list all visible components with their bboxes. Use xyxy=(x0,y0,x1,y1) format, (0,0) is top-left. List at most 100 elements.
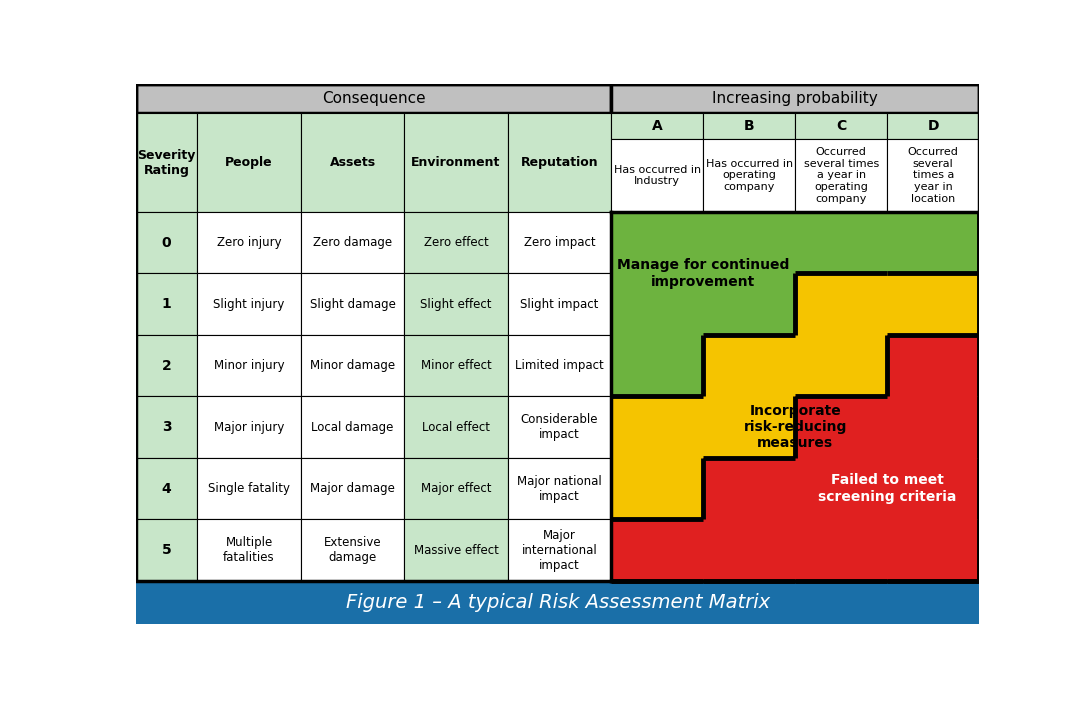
Text: Slight injury: Slight injury xyxy=(213,298,285,311)
Text: Increasing probability: Increasing probability xyxy=(713,91,878,107)
Bar xyxy=(405,114,508,212)
Text: C: C xyxy=(836,119,846,133)
Text: Slight effect: Slight effect xyxy=(420,298,492,311)
Bar xyxy=(136,580,979,624)
Bar xyxy=(795,139,887,212)
Text: Zero damage: Zero damage xyxy=(313,236,392,249)
Bar xyxy=(795,273,887,335)
Text: Major national
impact: Major national impact xyxy=(517,475,602,503)
Text: Zero injury: Zero injury xyxy=(217,236,282,249)
Bar xyxy=(887,212,979,273)
Text: Minor injury: Minor injury xyxy=(213,359,284,372)
Bar xyxy=(136,212,197,273)
Text: Environment: Environment xyxy=(411,156,500,169)
Text: Limited impact: Limited impact xyxy=(515,359,604,372)
Text: Severity
Rating: Severity Rating xyxy=(137,149,196,177)
Bar xyxy=(508,519,611,580)
Bar xyxy=(300,212,405,273)
Bar xyxy=(887,519,979,580)
Bar xyxy=(405,335,508,396)
Text: 2: 2 xyxy=(162,359,172,373)
Text: Slight damage: Slight damage xyxy=(310,298,395,311)
Text: Consequence: Consequence xyxy=(322,91,425,107)
Text: Manage for continued
improvement: Manage for continued improvement xyxy=(617,258,790,289)
Bar xyxy=(887,335,979,396)
Bar xyxy=(197,458,300,519)
Bar xyxy=(508,212,611,273)
Bar xyxy=(887,114,979,139)
Bar xyxy=(611,84,979,114)
Text: Massive effect: Massive effect xyxy=(413,543,498,557)
Bar xyxy=(405,273,508,335)
Text: Occurred
several times
a year in
operating
company: Occurred several times a year in operati… xyxy=(804,147,879,203)
Bar xyxy=(703,212,795,273)
Bar xyxy=(795,519,887,580)
Bar xyxy=(611,458,703,519)
Text: Occurred
several
times a
year in
location: Occurred several times a year in locatio… xyxy=(907,147,959,203)
Bar xyxy=(611,212,703,273)
Bar xyxy=(136,273,197,335)
Text: Major damage: Major damage xyxy=(310,482,395,495)
Bar xyxy=(300,519,405,580)
Bar xyxy=(703,396,795,458)
Bar xyxy=(795,396,887,458)
Text: Incorporate
risk-reducing
measures: Incorporate risk-reducing measures xyxy=(743,404,846,450)
Bar xyxy=(300,396,405,458)
Bar xyxy=(795,212,887,273)
Text: Considerable
impact: Considerable impact xyxy=(521,413,598,441)
Bar xyxy=(703,519,795,580)
Bar xyxy=(136,396,197,458)
Text: Reputation: Reputation xyxy=(521,156,598,169)
Text: Failed to meet
screening criteria: Failed to meet screening criteria xyxy=(818,473,956,503)
Bar xyxy=(300,458,405,519)
Bar xyxy=(508,273,611,335)
Bar xyxy=(197,396,300,458)
Bar xyxy=(795,114,887,139)
Bar xyxy=(136,458,197,519)
Text: Figure 1 – A typical Risk Assessment Matrix: Figure 1 – A typical Risk Assessment Mat… xyxy=(346,593,769,612)
Text: People: People xyxy=(225,156,273,169)
Bar xyxy=(405,212,508,273)
Text: 3: 3 xyxy=(162,420,172,434)
Bar xyxy=(136,519,197,580)
Text: Extensive
damage: Extensive damage xyxy=(324,536,382,564)
Text: Major injury: Major injury xyxy=(214,421,284,434)
Bar xyxy=(508,458,611,519)
Text: 0: 0 xyxy=(162,236,172,250)
Bar xyxy=(136,114,197,212)
Text: Major effect: Major effect xyxy=(421,482,492,495)
Bar xyxy=(611,114,703,139)
Text: Zero impact: Zero impact xyxy=(523,236,595,249)
Text: Local damage: Local damage xyxy=(311,421,394,434)
Text: D: D xyxy=(927,119,939,133)
Bar xyxy=(611,519,703,580)
Bar xyxy=(300,335,405,396)
Text: 4: 4 xyxy=(162,482,172,496)
Bar xyxy=(795,458,887,519)
Bar xyxy=(508,335,611,396)
Bar xyxy=(703,458,795,519)
Bar xyxy=(611,396,703,458)
Bar xyxy=(887,273,979,335)
Bar xyxy=(611,335,703,396)
Bar xyxy=(703,273,795,335)
Bar xyxy=(508,396,611,458)
Bar xyxy=(703,335,795,396)
Bar xyxy=(300,273,405,335)
Bar xyxy=(405,458,508,519)
Text: Local effect: Local effect xyxy=(422,421,490,434)
Text: Major
international
impact: Major international impact xyxy=(521,529,597,571)
Text: Zero effect: Zero effect xyxy=(423,236,489,249)
Bar xyxy=(136,84,611,114)
Bar xyxy=(405,519,508,580)
Bar xyxy=(887,396,979,458)
Bar xyxy=(300,114,405,212)
Text: Minor effect: Minor effect xyxy=(421,359,492,372)
Text: Assets: Assets xyxy=(330,156,375,169)
Text: B: B xyxy=(744,119,755,133)
Bar xyxy=(197,519,300,580)
Text: 1: 1 xyxy=(162,297,172,311)
Bar xyxy=(611,273,703,335)
Text: Multiple
fatalities: Multiple fatalities xyxy=(223,536,275,564)
Bar xyxy=(887,139,979,212)
